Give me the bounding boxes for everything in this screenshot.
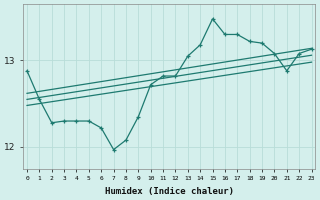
X-axis label: Humidex (Indice chaleur): Humidex (Indice chaleur): [105, 187, 234, 196]
